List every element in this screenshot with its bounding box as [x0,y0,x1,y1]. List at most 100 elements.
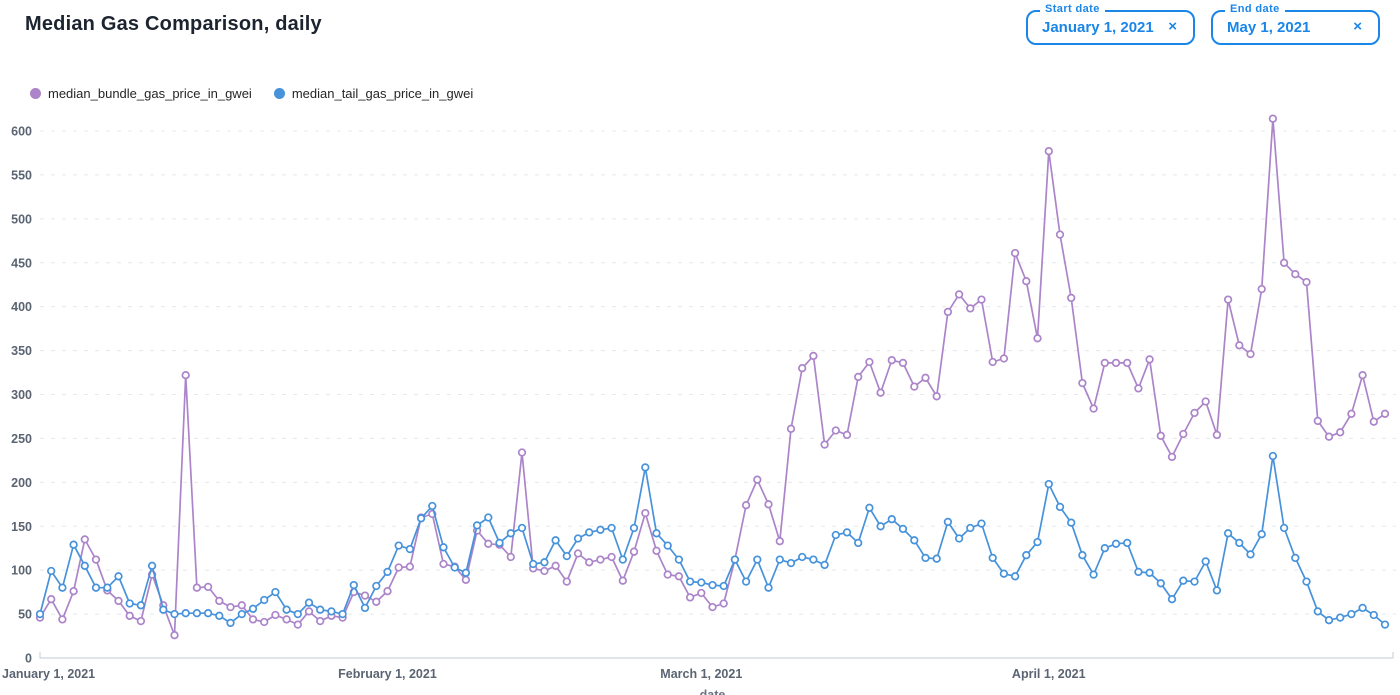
data-point-marker [1268,114,1278,123]
y-tick-label: 550 [11,168,32,182]
data-point-marker [809,555,818,564]
data-point-marker [91,555,101,564]
data-point-marker [730,555,740,564]
end-date-clear-button[interactable]: × [1349,12,1366,42]
data-point-marker [372,597,381,606]
data-point-marker [517,448,527,457]
data-point-marker [304,607,314,616]
data-point-marker [461,568,471,577]
data-point-marker [741,501,751,510]
data-point-marker [607,552,616,562]
data-point-marker [573,534,583,543]
data-point-marker [943,517,953,527]
data-point-marker [1134,567,1143,577]
start-date-value[interactable]: January 1, 2021 [1042,19,1154,36]
data-point-marker [887,515,896,524]
data-point-marker [181,609,190,618]
data-point-marker [1190,408,1199,418]
data-point-marker [708,580,717,590]
data-point-marker [1246,550,1255,559]
data-point-marker [842,528,852,537]
data-point-marker [831,426,840,435]
data-point-marker [1156,431,1165,440]
data-point-marker [360,603,370,613]
data-point-marker [865,503,874,512]
data-point-marker [327,607,336,616]
data-point-marker [775,555,784,564]
data-point-marker [517,523,527,533]
data-point-marker [697,588,706,598]
data-point-marker [114,572,123,581]
data-point-marker [1010,248,1020,258]
data-point-marker [1302,277,1311,287]
x-axis-line [39,652,1394,659]
data-point-marker [1347,609,1356,619]
y-tick-label: 300 [11,388,32,402]
data-point-marker [316,605,325,614]
end-date-value[interactable]: May 1, 2021 [1227,19,1311,36]
data-point-marker [1123,538,1132,548]
y-tick-label: 200 [11,476,32,490]
data-point-marker [764,583,773,592]
data-point-marker [820,440,829,449]
data-point-marker [910,382,919,391]
data-point-marker [428,501,437,511]
data-point-marker [282,605,291,614]
data-point-marker [641,508,650,518]
data-point-marker [988,357,997,367]
legend-label: median_bundle_gas_price_in_gwei [48,86,252,101]
data-point-marker [316,616,325,626]
data-point-marker [1358,371,1367,380]
data-point-marker [293,620,302,629]
data-point-marker [461,575,471,584]
data-point-marker [1291,270,1300,279]
data-point-marker [114,596,123,606]
data-point-marker [237,609,246,619]
data-point-marker [282,615,291,624]
data-point-marker [540,558,549,567]
bundle-series-dot-icon [30,88,41,99]
start-date-clear-button[interactable]: × [1164,12,1181,42]
series-line-1 [39,455,1386,626]
data-point-marker [798,364,807,373]
data-point-marker [80,561,89,570]
data-point-marker [596,525,605,534]
data-point-marker [170,631,179,640]
data-point-marker [103,583,112,592]
data-point-marker [80,535,89,544]
data-point-marker [1067,518,1076,527]
data-point-marker [1235,341,1244,350]
data-point-marker [921,553,930,563]
data-point-marker [394,541,403,550]
data-point-marker [1201,557,1210,566]
data-point-marker [215,611,224,620]
data-point-marker [1055,230,1065,239]
data-point-marker [1167,452,1177,462]
end-date-input[interactable]: End date May 1, 2021 × [1211,3,1380,45]
legend-item-bundle[interactable]: median_bundle_gas_price_in_gwei [30,86,252,101]
data-point-marker [697,578,706,587]
data-point-marker [1212,430,1222,440]
x-tick-label: January 1, 2021 [2,667,95,681]
x-tick-label: March 1, 2021 [660,667,742,681]
legend-item-tail[interactable]: median_tail_gas_price_in_gwei [273,86,473,101]
data-point-marker [1313,416,1322,426]
data-point-marker [551,536,560,545]
data-point-marker [192,583,202,592]
data-point-marker [753,555,762,564]
data-point-marker [685,577,695,586]
data-point-marker [999,569,1009,578]
data-point-marker [1123,358,1132,368]
data-point-marker [1212,586,1222,595]
data-point-marker [136,601,146,610]
data-point-marker [585,528,594,537]
data-point-marker [910,536,919,545]
data-point-marker [35,609,45,619]
data-point-marker [1022,277,1031,286]
start-date-input[interactable]: Start date January 1, 2021 × [1026,3,1195,45]
data-point-marker [394,563,403,572]
data-point-marker [293,609,302,619]
data-point-marker [248,615,258,624]
data-point-marker [405,544,415,554]
